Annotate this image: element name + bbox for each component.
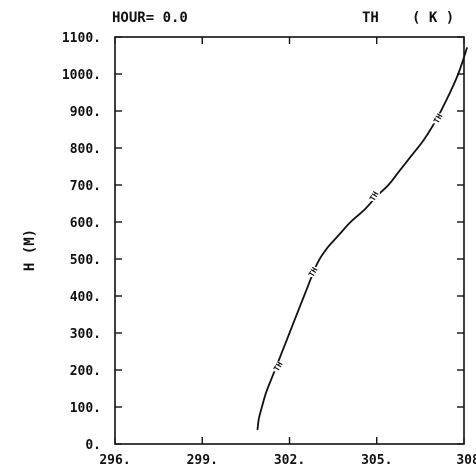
y-tick-label: 0. [85,438,101,453]
line-label-gap [306,266,319,277]
y-tick-label: 300. [70,327,101,342]
y-tick-label: 600. [70,216,101,231]
y-tick-label: 1100. [62,31,101,46]
line-label: TH [432,112,445,125]
y-tick-label: 200. [70,364,101,379]
y-tick-label: 700. [70,179,101,194]
y-tick-label: 1000. [62,68,101,83]
x-tick-label: 296. [99,453,130,467]
y-axis: 0. 100. 200. 300. 400. 500. 600. 700. 800. 900. 10… [62,31,464,453]
line-label-gap [367,191,380,202]
plot-frame [114,36,465,445]
line-label: TH [307,266,320,279]
x-axis: 296. 299. 302. 305. 308. [99,37,476,467]
line-label: TH [368,190,381,203]
series-layer: TH TH TH TH [256,47,468,431]
x-tick-label: 302. [274,453,305,467]
line-label-gap [431,113,444,124]
y-axis-title: H (M) [22,229,38,271]
series-line-th [256,47,468,431]
x-tick-label: 305. [361,453,392,467]
y-tick-label: 100. [70,401,101,416]
y-tick-label: 500. [70,253,101,268]
y-tick-label: 900. [70,105,101,120]
header-unit-label: ( K ) [412,10,454,26]
header-hour-label: HOUR= 0.0 [112,10,188,26]
x-tick-label: 308. [456,453,476,467]
line-label: TH [272,360,285,373]
x-tick-label: 299. [187,453,218,467]
y-tick-label: 400. [70,290,101,305]
header-variable-label: TH [362,10,379,26]
y-tick-label: 800. [70,142,101,157]
line-label-gap [271,361,284,372]
